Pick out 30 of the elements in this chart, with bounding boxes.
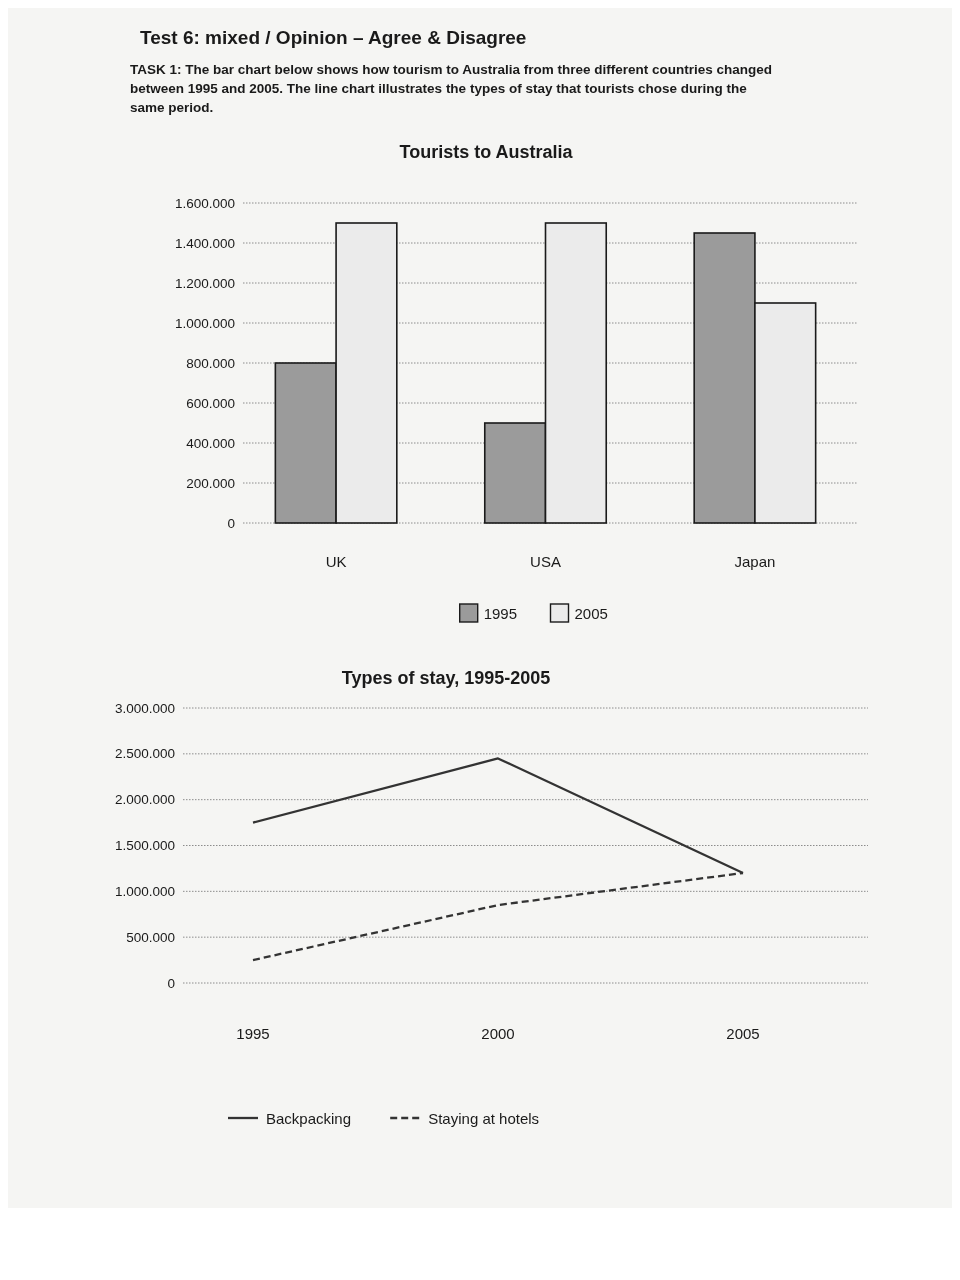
y-tick-label: 600.000 xyxy=(186,395,235,411)
chart-title: Types of stay, 1995-2005 xyxy=(341,668,551,688)
legend-label: 2005 xyxy=(574,604,608,622)
text: Test 6: mixed / Opinion – Agree & Disagree xyxy=(140,27,527,48)
x-tick-label: 2005 xyxy=(726,1024,760,1042)
y-tick-label: 1.200.000 xyxy=(174,275,235,291)
y-tick-label: 2.000.000 xyxy=(114,792,175,808)
legend-label: Staying at hotels xyxy=(428,1109,540,1127)
y-tick-label: 2.500.000 xyxy=(114,746,175,762)
y-tick-label: 1.500.000 xyxy=(114,838,175,853)
y-tick-label: 1.600.000 xyxy=(174,195,235,211)
y-tick-label: 3.000.000 xyxy=(114,700,175,716)
y-tick-label: 0 xyxy=(227,515,235,531)
chart-title: Tourists to Australia xyxy=(399,142,574,162)
y-tick-label: 1.000.000 xyxy=(114,883,175,899)
legend-label: Backpacking xyxy=(266,1109,352,1127)
y-tick-label: 800.000 xyxy=(186,355,235,371)
y-tick-label: 500.000 xyxy=(126,929,175,945)
x-tick-label: UK xyxy=(325,552,347,570)
x-tick-label: USA xyxy=(530,552,561,570)
y-tick-label: 200.000 xyxy=(186,475,235,491)
y-tick-label: 0 xyxy=(167,975,175,991)
y-tick-label: 1.000.000 xyxy=(174,315,235,331)
x-tick-label: 1995 xyxy=(236,1024,270,1042)
x-tick-label: 2000 xyxy=(481,1024,515,1042)
y-tick-label: 1.400.000 xyxy=(174,235,235,251)
x-tick-label: Japan xyxy=(734,552,776,570)
y-tick-label: 400.000 xyxy=(186,435,235,451)
text: TASK 1: The bar chart below shows how tourism to Australia from three different countries changed between 1995 and 2005. The line chart illustrates the types of stay that tourists chose during the same period. xyxy=(130,62,773,115)
legend-label: 1995 xyxy=(483,604,518,622)
